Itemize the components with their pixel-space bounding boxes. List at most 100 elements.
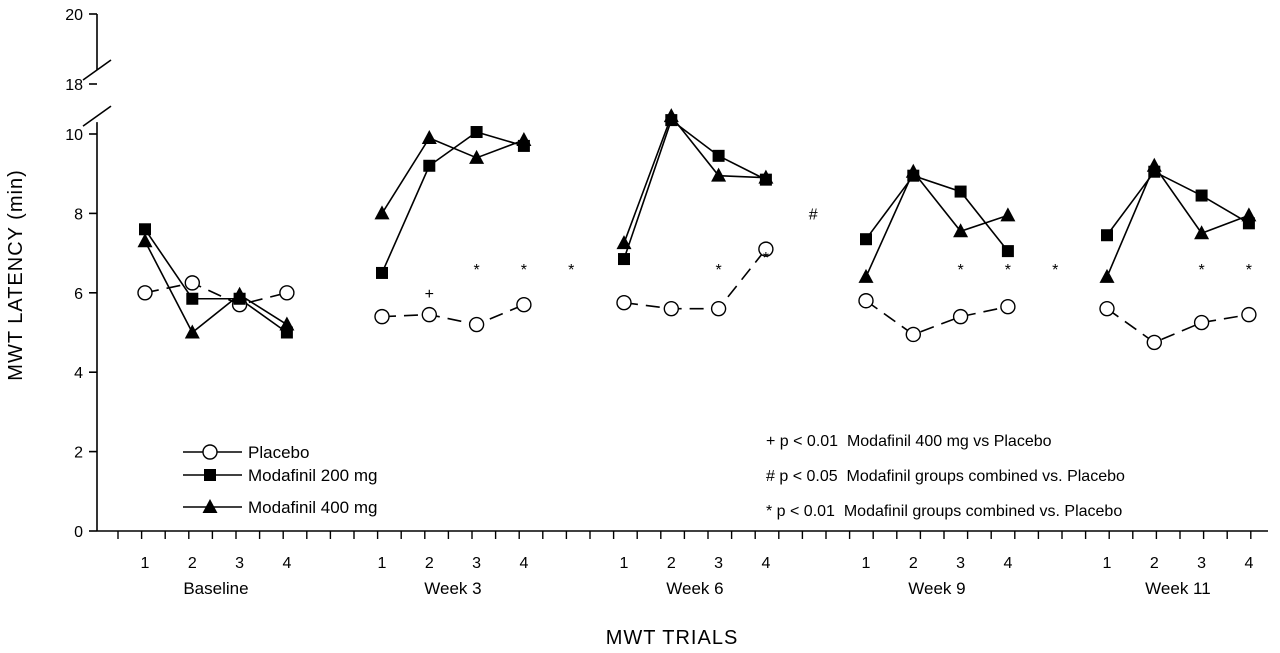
group-label: Week 9 [908,579,965,598]
significance-mark: * [1246,262,1252,279]
x-tick-label: 4 [1244,555,1253,572]
x-tick-label: 3 [956,555,965,572]
x-tick-label: 2 [425,555,434,572]
modafinil-400-point [858,268,874,283]
x-tick-label: 1 [378,555,387,572]
modafinil-200-point [1101,229,1113,242]
placebo-point [184,275,201,291]
placebo-point [1000,298,1016,315]
x-tick-label: 3 [472,555,481,572]
placebo-line [865,300,1009,336]
modafinil-400-point [711,167,727,182]
modafinil-400-point [374,205,390,220]
axis-break-mark-upper [82,59,112,81]
modafinil-200-point [618,253,630,266]
modafinil-200-line [381,131,525,274]
x-tick-label: 3 [714,555,723,572]
y-tick-label: 6 [74,286,83,303]
y-tick-label: 4 [74,365,83,382]
modafinil-400-point [1241,207,1257,222]
modafinil-400-point [184,324,200,339]
y-tick-label: 20 [65,7,83,24]
modafinil-400-point [516,131,532,146]
x-tick-label: 1 [862,555,871,572]
x-tick-label: 2 [1150,555,1159,572]
y-tick-label: 2 [74,445,83,462]
y-tick-label: 10 [65,127,83,144]
placebo-point [616,295,632,311]
legend-key-marker [202,499,218,513]
group-label: Week 6 [666,579,723,598]
y-axis-title: MWT LATENCY (min) [5,169,27,380]
x-tick-label: 4 [761,555,770,572]
x-tick-label: 4 [1003,555,1012,572]
modafinil-400-point [232,286,248,301]
placebo-point [137,285,153,301]
modafinil-400-line [144,240,288,334]
significance-mark: * [1005,262,1011,279]
x-tick-label: 1 [1103,555,1112,572]
placebo-point [516,297,532,313]
significance-marks: +*****#****** [425,206,1252,303]
placebo-point [468,316,485,333]
modafinil-200-line [865,174,1009,252]
group-label: Baseline [183,579,248,598]
x-tick-label: 2 [667,555,676,572]
significance-mark: * [568,262,574,279]
modafinil-400-point [1194,225,1210,240]
legend-keys [183,444,242,513]
modafinil-400-point [1000,207,1016,222]
placebo-point [1146,334,1163,351]
modafinil-200-line [144,228,288,334]
modafinil-200-point [1195,189,1208,202]
modafinil-400-point [279,316,295,331]
placebo-point [374,308,390,325]
modafinil-200-point [860,233,872,246]
significance-mark: * [763,250,769,267]
modafinil-200-point [954,185,967,198]
significance-mark: * [473,262,479,279]
legend-entry-modafinil-400: Modafinil 400 mg [248,498,377,517]
group-label: Week 11 [1145,579,1211,598]
significance-mark: * [1052,262,1058,279]
x-tick-label: 2 [909,555,918,572]
placebo-point [663,300,679,317]
placebo-point [758,241,774,257]
x-tick-label: 2 [188,555,197,572]
x-tick-label: 1 [141,555,150,572]
significance-mark: * [521,262,527,279]
sig-legend-star: * p < 0.01 Modafinil groups combined vs.… [766,503,1122,520]
placebo-point [279,285,295,301]
significance-mark: * [1198,262,1204,279]
modafinil-200-point [139,223,151,236]
modafinil-200-point [712,149,725,162]
modafinil-200-point [376,266,388,279]
placebo-point [952,308,969,325]
modafinil-400-point [469,149,485,164]
modafinil-200-point [423,159,436,172]
modafinil-400-line [623,114,766,244]
placebo-point [1099,300,1115,317]
sig-legend-plus: + p < 0.01 Modafinil 400 mg vs Placebo [766,433,1052,450]
modafinil-200-point [186,292,199,305]
modafinil-200-line [623,118,767,260]
modafinil-400-point [1146,157,1162,172]
x-tick-label: 3 [235,555,244,572]
legend-entry-modafinil-200: Modafinil 200 mg [248,466,377,485]
modafinil-400-line [381,136,525,214]
significance-legend: + p < 0.01 Modafinil 400 mg vs Placebo #… [766,433,1125,520]
x-tick-label: 4 [519,555,528,572]
legend-entry-placebo: Placebo [248,443,309,462]
modafinil-200-point [470,126,483,139]
modafinil-400-point [616,235,632,250]
significance-mark: * [715,262,721,279]
x-axis-title: MWT TRIALS [606,627,739,649]
placebo-line [623,248,767,310]
modafinil-200-point [1001,245,1014,258]
legend: Placebo Modafinil 200 mg Modafinil 400 m… [183,443,377,517]
modafinil-400-point [905,163,921,178]
modafinil-400-point [421,129,437,144]
placebo-line [1106,308,1250,344]
significance-mark: + [425,286,434,303]
placebo-point [710,300,727,317]
